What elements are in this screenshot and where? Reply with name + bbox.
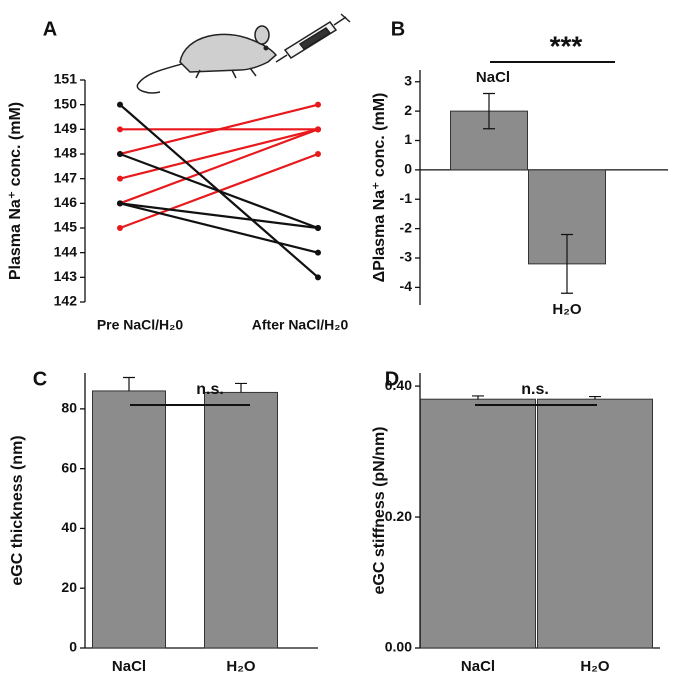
y-tick-label: -4 (400, 278, 413, 294)
x-tick-label: H₂O (226, 658, 255, 675)
panel-label: C (33, 368, 47, 390)
series-line (119, 202, 319, 230)
significance-label: n.s. (196, 381, 224, 398)
y-tick-label: 20 (61, 579, 77, 595)
y-tick-label: 0 (69, 639, 77, 655)
y-tick-label: 150 (54, 95, 78, 111)
x-tick-label: NaCl (461, 658, 495, 675)
data-point (315, 101, 321, 108)
y-axis-label: Plasma Na⁺ conc. (mM) (7, 102, 24, 280)
y-tick-label: 0.20 (385, 508, 412, 524)
bar-label: NaCl (476, 69, 510, 86)
x-tick-label: Pre NaCl/H₂0 (97, 317, 184, 333)
x-tick-label: After NaCl/H₂0 (252, 317, 349, 333)
series-line (119, 202, 319, 254)
y-axis-label: eGC stiffness (pN/nm) (371, 426, 388, 594)
significance-label: *** (550, 30, 583, 61)
y-axis-label: ΔPlasma Na⁺ conc. (mM) (371, 93, 388, 283)
y-tick-label: -3 (400, 249, 413, 265)
y-axis-label: eGC thickness (nm) (9, 435, 26, 585)
bar (92, 390, 166, 649)
y-tick-label: 40 (61, 519, 77, 535)
y-tick-label: -1 (400, 190, 413, 206)
y-tick-label: 3 (404, 72, 412, 88)
x-tick-label: H₂O (580, 658, 609, 675)
panel-label: A (43, 18, 57, 40)
error-bar (235, 382, 247, 393)
significance-label: n.s. (521, 381, 549, 398)
y-tick-label: 0.00 (385, 639, 412, 655)
data-point (315, 274, 321, 281)
series-line (119, 152, 319, 230)
x-tick-label: NaCl (112, 658, 146, 675)
data-point (117, 225, 123, 231)
series-line (119, 128, 319, 205)
y-tick-label: 148 (54, 145, 78, 161)
data-point (117, 175, 123, 182)
y-tick-label: 1 (404, 131, 412, 147)
data-point (117, 151, 123, 157)
y-tick-label: 145 (54, 219, 78, 235)
data-point (117, 101, 123, 108)
bar (204, 391, 278, 649)
data-point (117, 200, 123, 207)
y-tick-label: 2 (404, 102, 412, 118)
error-bar (483, 92, 495, 130)
error-bar (123, 376, 135, 391)
y-tick-label: 0.40 (385, 377, 412, 393)
y-tick-label: 144 (54, 243, 78, 259)
series-line (119, 128, 319, 180)
y-tick-label: 0 (404, 161, 412, 177)
y-tick-label: 60 (61, 459, 77, 475)
data-point (315, 151, 321, 157)
error-bar (472, 395, 484, 400)
y-tick-label: 146 (54, 194, 78, 210)
data-point (315, 126, 321, 133)
error-bar (561, 233, 573, 294)
series-line (119, 103, 319, 156)
data-point (315, 225, 321, 231)
mouse-illustration (136, 25, 278, 94)
y-tick-label: 143 (54, 268, 78, 284)
error-bar (589, 395, 601, 400)
y-tick-label: 80 (61, 400, 77, 416)
y-tick-label: 142 (54, 293, 78, 309)
y-tick-label: 149 (54, 120, 78, 136)
data-point (117, 126, 123, 133)
data-point (315, 249, 321, 256)
syringe-illustration (275, 13, 351, 63)
panel-label: B (391, 18, 405, 40)
bar (420, 398, 536, 649)
panel-label: D (385, 368, 399, 390)
bar-label: H₂O (552, 301, 581, 318)
y-tick-label: 151 (54, 71, 78, 87)
y-tick-label: -2 (400, 219, 413, 235)
bar (537, 398, 653, 649)
y-tick-label: 147 (54, 169, 78, 185)
